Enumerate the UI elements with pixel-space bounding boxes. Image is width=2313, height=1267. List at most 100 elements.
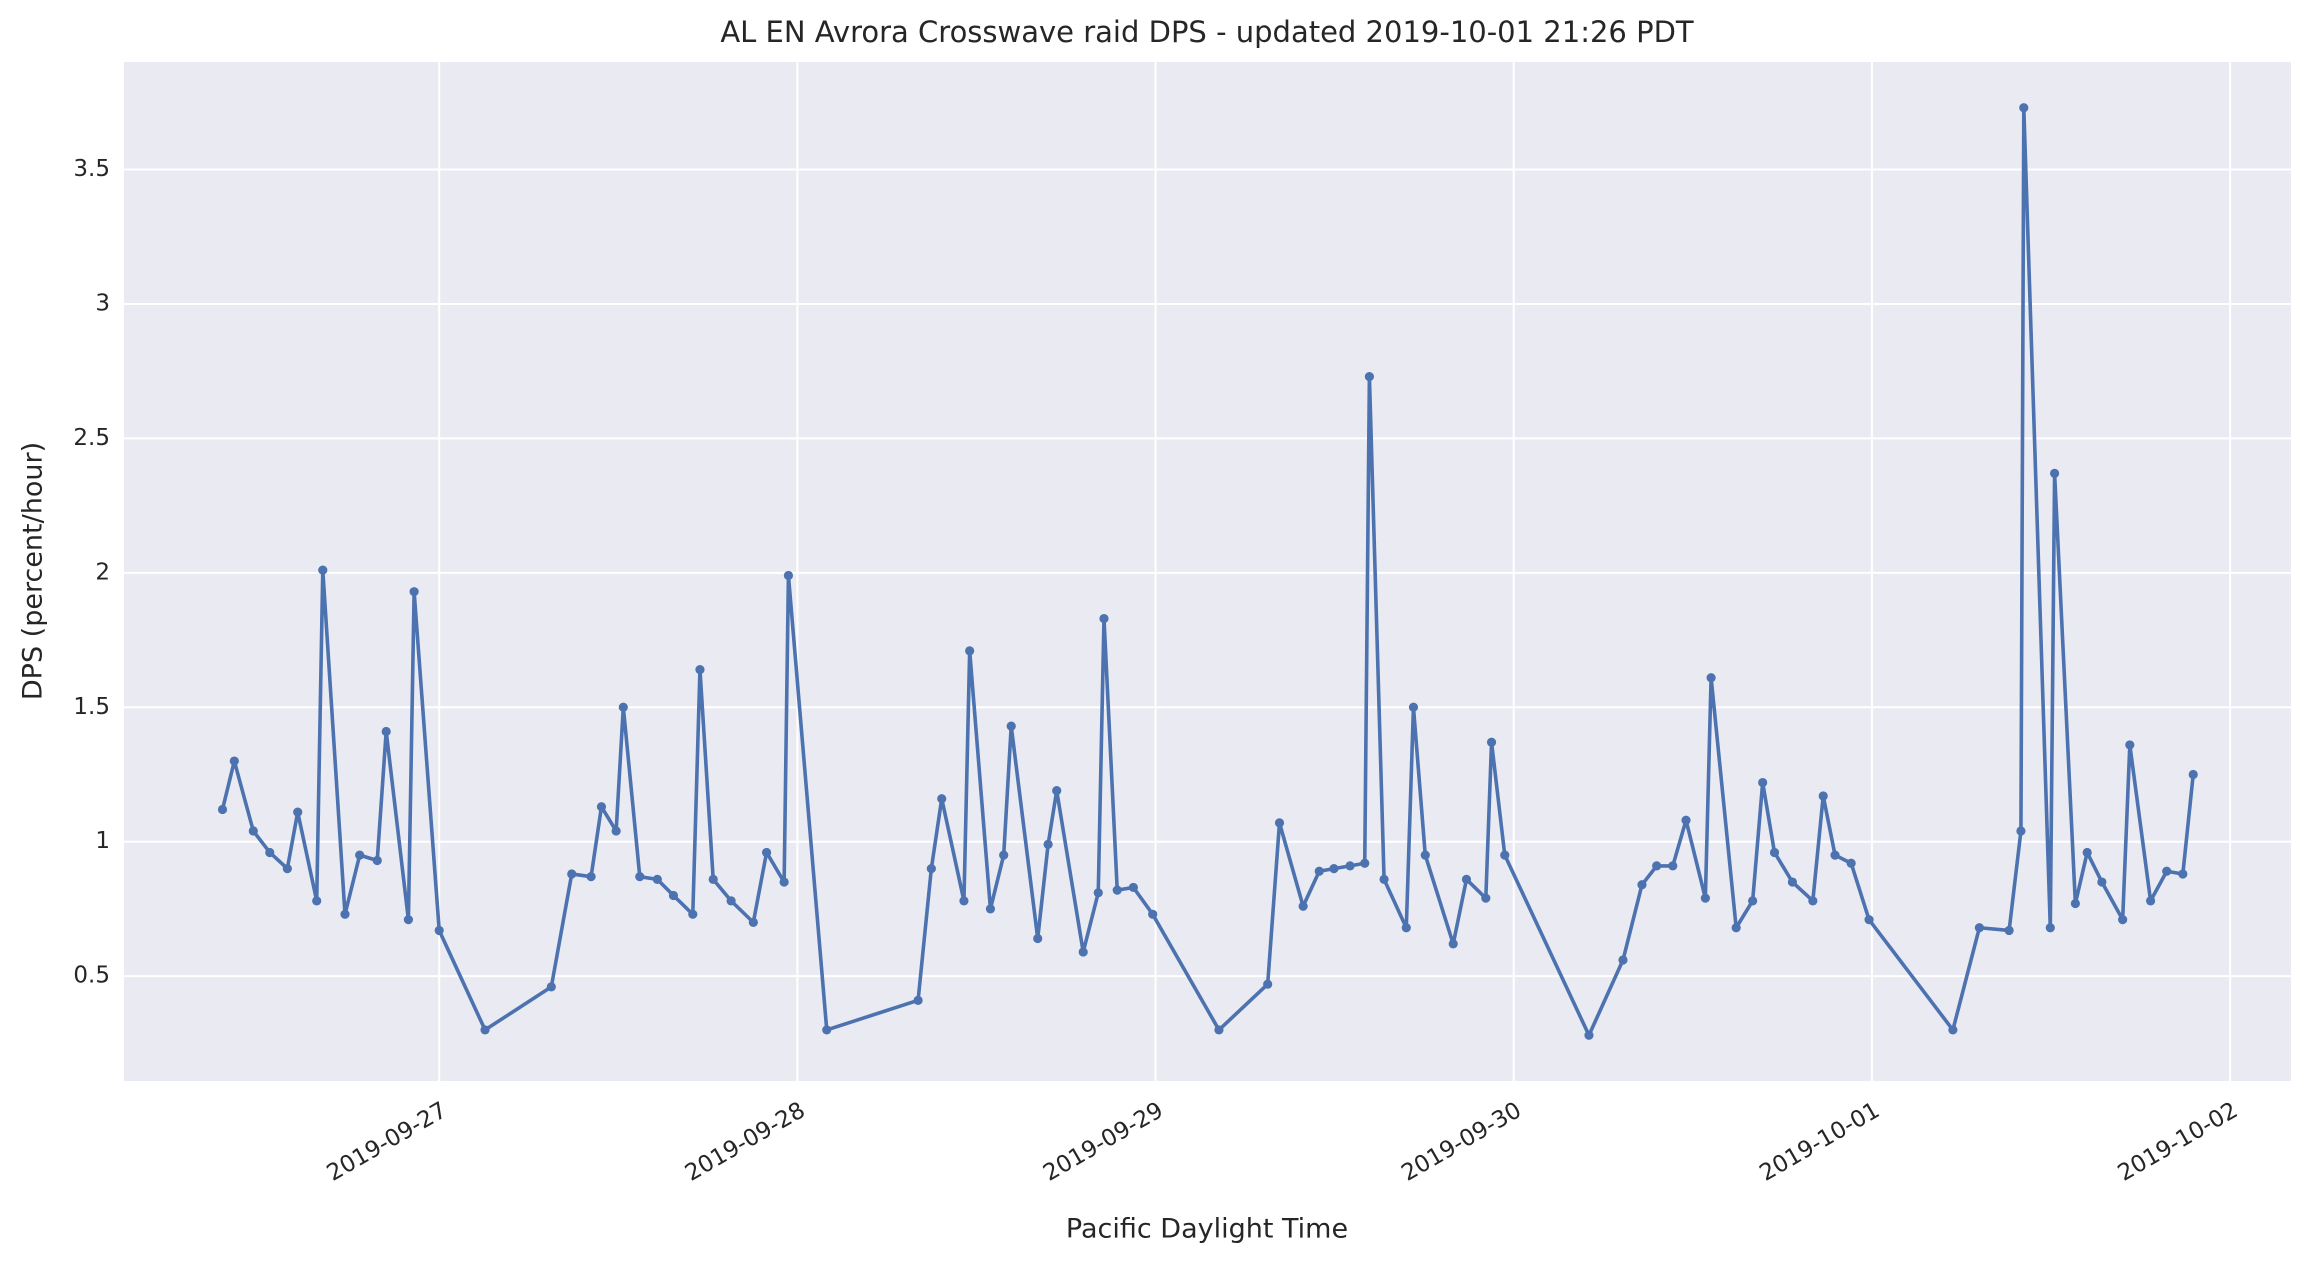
data-point — [567, 869, 577, 879]
data-point — [480, 1025, 490, 1035]
data-point — [959, 896, 969, 906]
data-point — [618, 702, 628, 712]
data-point — [635, 872, 645, 882]
data-point — [1128, 882, 1138, 893]
data-point — [217, 804, 228, 815]
data-point — [2097, 877, 2107, 887]
data-point — [1818, 791, 1828, 801]
data-point — [1584, 1030, 1594, 1040]
data-point — [1864, 915, 1874, 925]
data-point — [611, 826, 621, 836]
data-point — [2045, 923, 2055, 933]
data-point — [1748, 896, 1758, 906]
grid — [124, 62, 2291, 1081]
data-point — [1500, 850, 1510, 860]
data-point — [312, 896, 322, 906]
data-point — [1681, 815, 1691, 825]
x-tick-label: 2019-09-28 — [681, 1097, 810, 1186]
data-point — [1006, 721, 1016, 731]
data-point — [1461, 874, 1472, 884]
data-point — [1329, 863, 1339, 874]
data-point — [2162, 866, 2172, 876]
data-point — [688, 909, 698, 919]
data-point — [265, 847, 275, 858]
data-point — [1758, 777, 1768, 788]
x-axis-label: Pacific Daylight Time — [1066, 1214, 1348, 1245]
data-point — [695, 665, 705, 675]
data-point — [248, 826, 258, 836]
x-tick-label: 2019-10-02 — [2114, 1097, 2243, 1186]
data-point — [748, 917, 758, 927]
y-tick-label: 2.5 — [73, 425, 110, 451]
data-point — [1364, 371, 1374, 382]
data-point — [913, 995, 923, 1005]
data-point — [293, 807, 303, 817]
x-tick-label: 2019-09-30 — [1397, 1097, 1526, 1186]
x-tick-label: 2019-09-27 — [323, 1097, 452, 1186]
data-point — [1706, 673, 1716, 683]
data-point — [1948, 1025, 1958, 1035]
y-axis-label: DPS (percent/hour) — [18, 442, 49, 700]
data-point — [1401, 923, 1411, 933]
data-point — [1846, 858, 1856, 868]
data-point — [1093, 888, 1103, 898]
data-point — [1078, 947, 1088, 957]
data-point — [2016, 826, 2026, 836]
data-point — [1448, 939, 1458, 949]
data-point — [1830, 850, 1840, 860]
data-point — [2050, 468, 2060, 478]
data-point — [2082, 847, 2092, 858]
data-point — [546, 982, 556, 992]
data-point — [2178, 869, 2188, 879]
data-point — [355, 850, 365, 860]
y-tick-label: 1 — [95, 828, 110, 854]
data-point — [985, 904, 996, 914]
data-point — [403, 915, 413, 925]
data-point — [1769, 847, 1780, 858]
data-point — [1787, 877, 1798, 887]
data-point — [1214, 1025, 1224, 1035]
data-point — [1974, 923, 1984, 933]
data-point — [761, 847, 772, 858]
marks — [217, 103, 2198, 1040]
data-point — [822, 1025, 832, 1035]
data-point — [381, 726, 391, 737]
data-point — [1263, 979, 1273, 989]
x-tick-label: 2019-09-29 — [1039, 1097, 1168, 1186]
data-point — [2125, 740, 2135, 750]
data-point — [1420, 850, 1430, 860]
data-point — [1345, 861, 1355, 871]
data-point — [2118, 915, 2128, 925]
data-point — [926, 863, 936, 874]
data-point — [2070, 898, 2080, 909]
data-point — [1148, 909, 1158, 919]
data-point — [937, 794, 947, 804]
data-point — [652, 874, 662, 884]
data-point — [1314, 866, 1324, 876]
data-point — [1408, 702, 1419, 712]
data-point — [409, 587, 419, 597]
chart-title: AL EN Avrora Crosswave raid DPS - update… — [720, 15, 1694, 49]
data-point — [596, 802, 607, 812]
x-tick-label: 2019-10-01 — [1755, 1097, 1884, 1186]
data-point — [1360, 858, 1370, 868]
data-point — [229, 756, 239, 766]
plot-area — [124, 62, 2291, 1081]
data-point — [1099, 613, 1109, 624]
y-tick-label: 1.5 — [73, 694, 110, 720]
y-tick-label: 3.5 — [73, 156, 110, 182]
data-point — [282, 863, 292, 874]
data-point — [1668, 861, 1678, 871]
data-point — [668, 890, 679, 901]
data-point — [1043, 839, 1053, 849]
data-point — [1481, 893, 1491, 903]
y-tick-label: 3 — [95, 290, 110, 316]
data-point — [586, 872, 596, 882]
data-point — [708, 874, 718, 884]
y-tick-label: 0.5 — [73, 963, 110, 989]
y-tick-label: 2 — [95, 559, 110, 585]
data-point — [340, 909, 350, 919]
data-point — [318, 565, 328, 575]
